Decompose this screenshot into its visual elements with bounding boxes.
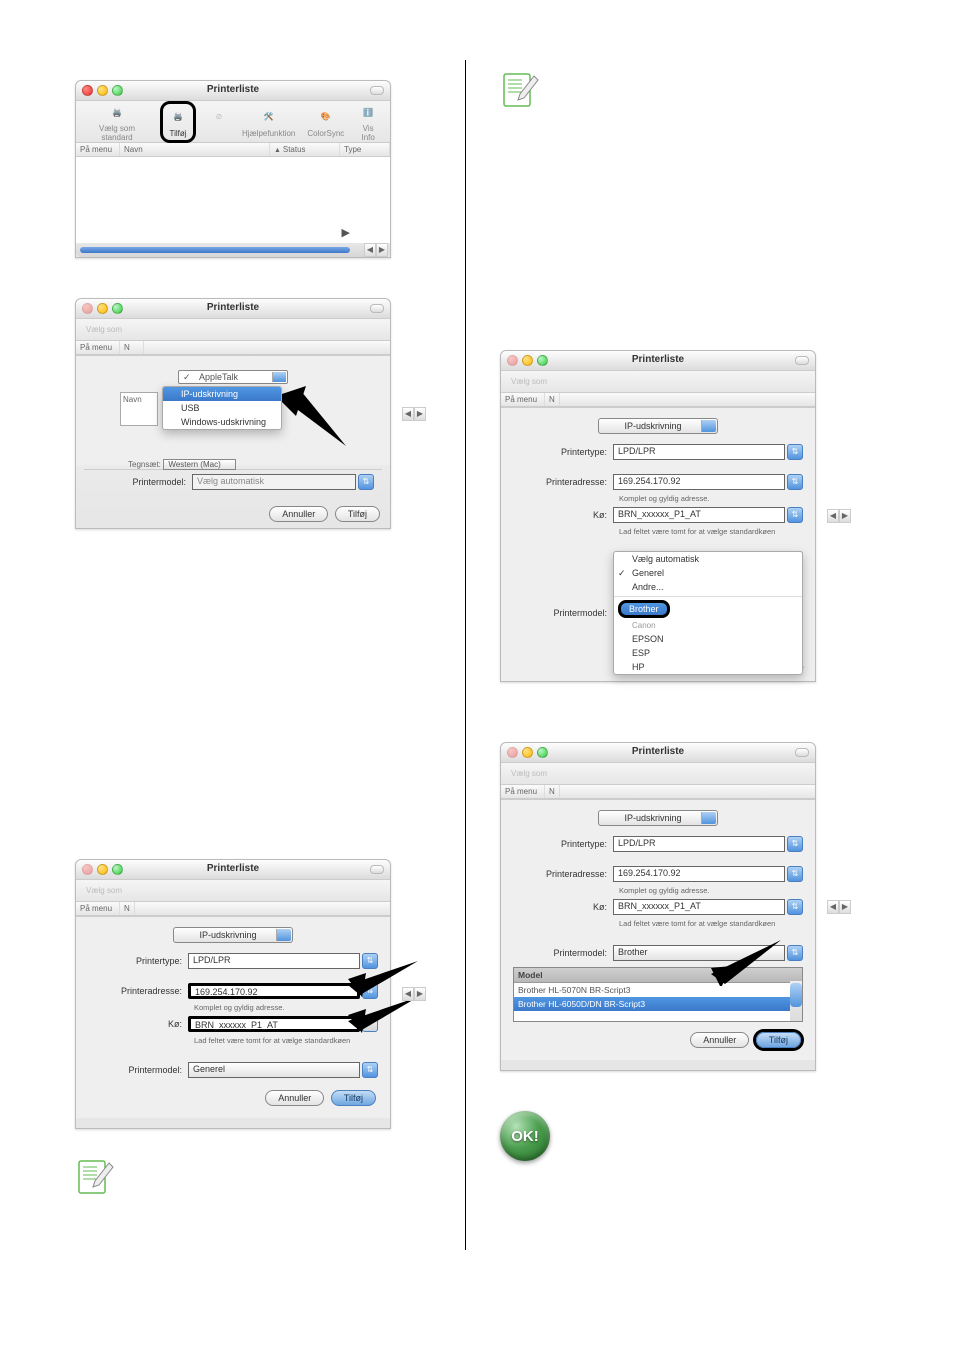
printer-model[interactable]: Generel: [188, 1062, 360, 1078]
printer-type[interactable]: LPD/LPR: [188, 953, 360, 969]
printer-type[interactable]: LPD/LPR: [613, 444, 785, 460]
printerliste-window-5: Printerliste Vælg som På menuN IP-udskri…: [500, 742, 816, 1071]
toolbar-add[interactable]: 🖨️Tilføj: [154, 99, 202, 145]
note-icon: [500, 70, 540, 110]
model-generel[interactable]: Generel: [614, 566, 802, 580]
printer-address[interactable]: 169.254.170.92: [613, 474, 785, 490]
cancel-button[interactable]: Annuller: [690, 1032, 749, 1048]
printer-queue[interactable]: BRN_xxxxxx_P1_AT: [613, 507, 785, 523]
note-icon: [75, 1157, 115, 1197]
add-button[interactable]: Tilføj: [331, 1090, 376, 1106]
model-popup[interactable]: Vælg automatisk Generel Andre... Brother…: [613, 551, 803, 675]
printerliste-window-4: Printerliste Vælg som På menuN IP-udskri…: [500, 350, 816, 682]
toolbar-help[interactable]: 🛠️Hjælpefunktion: [236, 104, 301, 140]
model-esp[interactable]: ESP: [614, 646, 802, 660]
model-other[interactable]: Andre...: [614, 580, 802, 594]
menu-windows[interactable]: Windows-udskrivning: [163, 415, 281, 429]
col-status[interactable]: ▲ Status: [270, 143, 340, 156]
toolbar-colorsync[interactable]: 🎨ColorSync: [301, 104, 350, 140]
toolbar-default[interactable]: 🖨️Vælg som standard: [80, 99, 154, 144]
printerliste-window-1: Printerliste 🖨️Vælg som standard 🖨️Tilfø…: [75, 80, 391, 258]
model-brother[interactable]: Brother: [618, 600, 670, 618]
connection-select[interactable]: IP-udskrivning: [598, 810, 718, 826]
connection-popup[interactable]: IP-udskrivning USB Windows-udskrivning: [162, 386, 282, 430]
printer-address[interactable]: 169.254.170.92: [613, 866, 785, 882]
menu-appletalk[interactable]: AppleTalk: [185, 372, 238, 382]
menu-ip[interactable]: IP-udskrivning: [163, 387, 281, 401]
toolbar-delete[interactable]: ⊘Slet: [202, 104, 236, 140]
printer-queue[interactable]: BRN_xxxxxx_P1_AT: [188, 1016, 360, 1032]
model-hp[interactable]: HP: [614, 660, 802, 674]
model-epson[interactable]: EPSON: [614, 632, 802, 646]
col-name[interactable]: Navn: [120, 143, 270, 156]
ok-badge: OK!: [500, 1111, 550, 1161]
cancel-button[interactable]: Annuller: [265, 1090, 324, 1106]
printer-address[interactable]: 169.254.170.92: [188, 983, 360, 999]
toolbar-info[interactable]: ℹ️Vis Info: [350, 99, 386, 144]
col-type[interactable]: Type: [340, 143, 390, 156]
printer-model-auto[interactable]: Vælg automatisk: [192, 474, 356, 490]
add-button-final[interactable]: Tilføj: [756, 1032, 801, 1048]
printerliste-window-3: Printerliste Vælg som På menuN IP-udskri…: [75, 859, 391, 1129]
menu-usb[interactable]: USB: [163, 401, 281, 415]
model-auto[interactable]: Vælg automatisk: [614, 552, 802, 566]
printer-queue[interactable]: BRN_xxxxxx_P1_AT: [613, 899, 785, 915]
connection-select[interactable]: IP-udskrivning: [598, 418, 718, 434]
add-button[interactable]: Tilføj: [335, 506, 380, 522]
printer-type[interactable]: LPD/LPR: [613, 836, 785, 852]
cancel-button[interactable]: Annuller: [269, 506, 328, 522]
printerliste-window-2: Printerliste Vælg som På menuN ✓ AppleTa…: [75, 298, 391, 529]
model-row-2[interactable]: Brother HL-6050D/DN BR-Script3: [514, 997, 802, 1011]
window-title: Printerliste: [76, 84, 390, 95]
printer-list-empty: ▶: [76, 157, 390, 243]
col-menu[interactable]: På menu: [76, 143, 120, 156]
connection-select[interactable]: IP-udskrivning: [173, 927, 293, 943]
